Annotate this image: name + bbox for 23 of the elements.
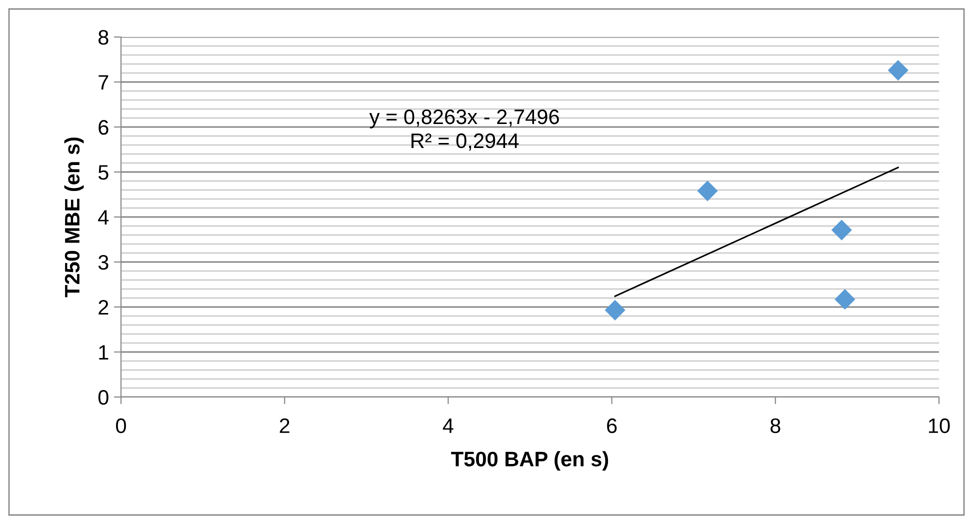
- y-axis-title: T250 MBE (en s): [64, 138, 84, 298]
- y-tick-label: 1: [99, 345, 108, 360]
- y-tick-label: 3: [98, 255, 108, 270]
- y-tick-label: 6: [98, 120, 108, 135]
- x-tick-label: 4: [442, 418, 454, 433]
- y-tick-label: 5: [98, 165, 108, 180]
- point: [604, 300, 626, 320]
- point: [888, 60, 908, 81]
- x-tick-label: 0: [116, 418, 126, 434]
- point: [831, 220, 852, 240]
- point: [697, 180, 718, 202]
- y-tick-label: 0: [98, 390, 108, 405]
- y-tick-label: 2: [98, 300, 108, 315]
- x-axis-title: T500 BAP (en s): [451, 451, 608, 471]
- x-tick-label: 6: [607, 418, 617, 434]
- point: [834, 289, 856, 310]
- y-tick-label: 4: [98, 210, 109, 225]
- y-tick-label: 8: [98, 30, 108, 45]
- x-tick-label: 10: [929, 418, 950, 434]
- x-tick-label: 8: [770, 418, 780, 434]
- y-tick-label: 7: [98, 75, 108, 90]
- x-tick-label: 2: [280, 418, 290, 433]
- annotation: y = 0,8263x - 2,7496 R² = 0,2944: [369, 109, 559, 151]
